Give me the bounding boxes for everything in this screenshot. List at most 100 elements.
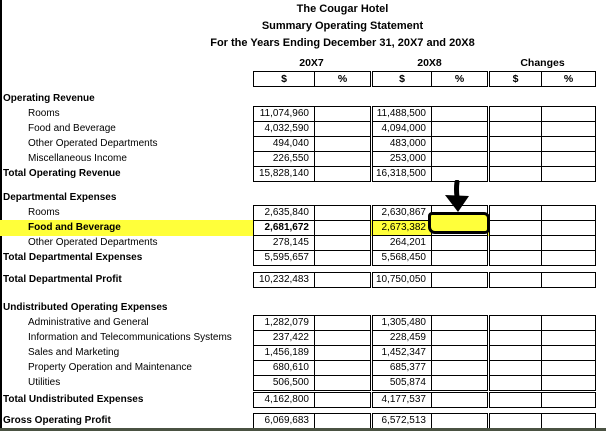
cell-20x8-dollar[interactable]: 6,572,513 [372,413,432,429]
cell-20x7-percent[interactable] [314,330,371,346]
cell-20x7-percent[interactable] [314,151,371,167]
subheader-cell-20x8-percent[interactable]: % [431,71,488,87]
cell-20x8-dollar[interactable]: 5,568,450 [372,250,432,266]
cell-20x8-dollar[interactable]: 4,177,537 [372,392,432,408]
cell-20x7-percent[interactable] [314,121,371,137]
cell-20x8-dollar[interactable]: 10,750,050 [372,272,432,288]
cell-20x7-dollar[interactable]: 11,074,960 [253,106,315,122]
cell-20x8-dollar[interactable]: 2,630,867 [372,205,432,221]
cell-20x8-dollar[interactable]: 685,377 [372,360,432,376]
cell-20x7-dollar[interactable]: 680,610 [253,360,315,376]
cell-changes-percent[interactable] [541,136,596,152]
cell-20x8-percent[interactable] [431,136,488,152]
cell-20x7-percent[interactable] [314,360,371,376]
cell-changes-dollar[interactable] [489,392,542,408]
cell-20x7-percent[interactable] [314,220,371,236]
cell-changes-percent[interactable] [541,272,596,288]
cell-changes-dollar[interactable] [489,151,542,167]
cell-20x7-percent[interactable] [314,272,371,288]
cell-changes-dollar[interactable] [489,360,542,376]
cell-changes-dollar[interactable] [489,413,542,429]
cell-20x8-percent[interactable] [431,345,488,361]
cell-20x8-dollar[interactable]: 483,000 [372,136,432,152]
cell-20x7-dollar[interactable]: 1,456,189 [253,345,315,361]
cell-20x7-percent[interactable] [314,205,371,221]
cell-changes-dollar[interactable] [489,375,542,391]
cell-20x8-dollar[interactable]: 1,305,480 [372,315,432,331]
cell-changes-percent[interactable] [541,235,596,251]
cell-changes-dollar[interactable] [489,166,542,182]
subheader-cell-20x7-percent[interactable]: % [314,71,371,87]
cell-changes-dollar[interactable] [489,205,542,221]
cell-changes-percent[interactable] [541,220,596,236]
cell-20x8-dollar[interactable]: 1,452,347 [372,345,432,361]
cell-20x8-dollar[interactable]: 228,459 [372,330,432,346]
cell-20x7-dollar[interactable]: 2,635,840 [253,205,315,221]
cell-changes-percent[interactable] [541,106,596,122]
cell-changes-percent[interactable] [541,392,596,408]
cell-changes-dollar[interactable] [489,272,542,288]
cell-changes-percent[interactable] [541,205,596,221]
cell-changes-dollar[interactable] [489,235,542,251]
cell-20x8-percent[interactable] [431,413,488,429]
cell-20x7-percent[interactable] [314,106,371,122]
cell-20x7-percent[interactable] [314,392,371,408]
cell-20x7-dollar[interactable]: 4,032,590 [253,121,315,137]
cell-20x8-percent[interactable] [431,166,488,182]
cell-20x7-percent[interactable] [314,166,371,182]
cell-20x8-dollar[interactable]: 4,094,000 [372,121,432,137]
cell-20x8-percent[interactable] [431,121,488,137]
cell-20x7-dollar[interactable]: 4,162,800 [253,392,315,408]
cell-changes-percent[interactable] [541,375,596,391]
cell-20x8-percent[interactable] [431,392,488,408]
cell-20x8-dollar[interactable]: 264,201 [372,235,432,251]
cell-20x7-dollar[interactable]: 494,040 [253,136,315,152]
cell-20x8-dollar[interactable]: 2,673,382 [372,220,432,236]
cell-20x8-percent[interactable] [431,272,488,288]
subheader-cell-20x8-dollar[interactable]: $ [372,71,432,87]
cell-changes-dollar[interactable] [489,250,542,266]
cell-20x7-dollar[interactable]: 278,145 [253,235,315,251]
cell-20x7-dollar[interactable]: 15,828,140 [253,166,315,182]
selected-cell-20x8-percent-food-and-beverage[interactable] [428,212,490,234]
cell-changes-percent[interactable] [541,345,596,361]
cell-changes-percent[interactable] [541,121,596,137]
cell-20x7-percent[interactable] [314,250,371,266]
cell-20x8-percent[interactable] [431,315,488,331]
cell-changes-dollar[interactable] [489,345,542,361]
cell-changes-dollar[interactable] [489,121,542,137]
cell-20x8-percent[interactable] [431,151,488,167]
cell-changes-dollar[interactable] [489,136,542,152]
cell-20x7-percent[interactable] [314,315,371,331]
cell-changes-percent[interactable] [541,315,596,331]
cell-changes-percent[interactable] [541,330,596,346]
cell-20x8-percent[interactable] [431,235,488,251]
cell-20x7-dollar[interactable]: 226,550 [253,151,315,167]
cell-20x7-percent[interactable] [314,136,371,152]
cell-20x8-percent[interactable] [431,375,488,391]
cell-changes-dollar[interactable] [489,220,542,236]
cell-20x8-dollar[interactable]: 505,874 [372,375,432,391]
cell-20x7-dollar[interactable]: 237,422 [253,330,315,346]
subheader-cell-20x7-dollar[interactable]: $ [253,71,315,87]
cell-20x7-percent[interactable] [314,375,371,391]
cell-changes-percent[interactable] [541,166,596,182]
cell-20x7-dollar[interactable]: 2,681,672 [253,220,315,236]
cell-20x7-percent[interactable] [314,235,371,251]
subheader-cell-changes-percent[interactable]: % [541,71,596,87]
cell-20x8-dollar[interactable]: 16,318,500 [372,166,432,182]
cell-20x8-percent[interactable] [431,360,488,376]
cell-20x7-percent[interactable] [314,413,371,429]
cell-20x8-percent[interactable] [431,330,488,346]
cell-changes-percent[interactable] [541,413,596,429]
cell-changes-percent[interactable] [541,151,596,167]
cell-20x8-percent[interactable] [431,250,488,266]
subheader-cell-changes-dollar[interactable]: $ [489,71,542,87]
cell-changes-percent[interactable] [541,250,596,266]
cell-changes-percent[interactable] [541,360,596,376]
cell-20x7-dollar[interactable]: 5,595,657 [253,250,315,266]
cell-20x7-percent[interactable] [314,345,371,361]
cell-changes-dollar[interactable] [489,330,542,346]
cell-20x8-dollar[interactable]: 11,488,500 [372,106,432,122]
cell-20x7-dollar[interactable]: 1,282,079 [253,315,315,331]
